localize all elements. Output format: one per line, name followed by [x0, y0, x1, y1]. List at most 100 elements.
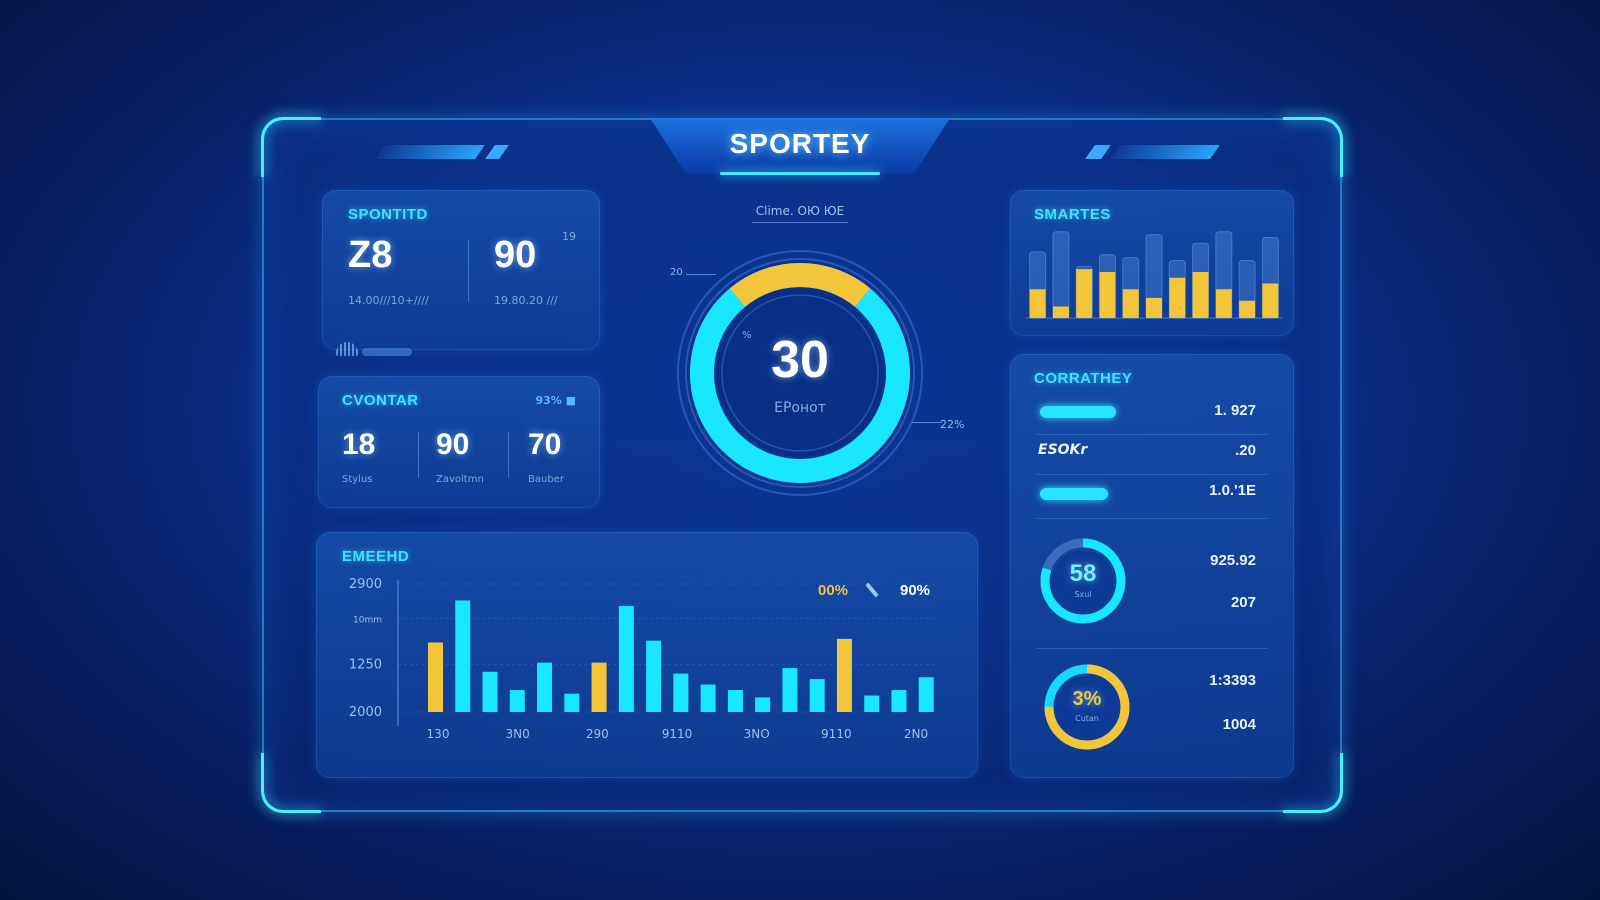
- stats-right-caption: 19.80.20 ///: [494, 294, 558, 307]
- x-tick-label: 9110: [821, 727, 852, 741]
- bar: [537, 662, 553, 712]
- legend-right: 90%: [900, 582, 931, 599]
- bar: [700, 684, 716, 712]
- bar: [646, 640, 662, 712]
- gauge-left-tag: 20: [670, 267, 683, 278]
- spark-bar: [1239, 300, 1256, 318]
- company-row-bar: [1040, 406, 1116, 418]
- company-panel-title: CORRATHEY: [1034, 370, 1133, 387]
- ring-core: [1056, 676, 1118, 738]
- bar: [891, 690, 907, 712]
- overview-panel[interactable]: CVONTAR 93% ■ 18 Stylus 90 Zavoltmn 70 B…: [318, 376, 600, 508]
- y-tick-label: 2900: [349, 577, 382, 592]
- bar: [509, 690, 525, 712]
- divider: [508, 432, 509, 478]
- bar: [864, 695, 880, 712]
- ring1-value: 58: [1069, 560, 1097, 587]
- spark-bar: [1099, 272, 1116, 318]
- overview-panel-title: CVONTAR: [342, 392, 419, 409]
- ring2-caption: Cutan: [1075, 714, 1099, 723]
- sparks-panel[interactable]: SMARTES: [1010, 190, 1294, 336]
- gauge-right-line: [912, 422, 942, 423]
- bar: [564, 693, 580, 712]
- x-tick-label: 130: [427, 727, 450, 741]
- ring1-stat-bottom: 207: [1230, 594, 1256, 611]
- bar: [755, 697, 771, 712]
- gauge-header: Clime. ОЮ ЮЕ: [755, 204, 845, 218]
- title-tab: [650, 118, 950, 174]
- bar: [618, 605, 634, 712]
- ring2-stat-bottom: 1004: [1222, 716, 1256, 733]
- x-tick-label: 2N0: [904, 727, 928, 741]
- gauge-yellow-arc: [729, 263, 871, 307]
- company-panel[interactable]: CORRATHEY 1. 927 ESOKr .20 1.0.'1E 58 Sx…: [1010, 354, 1294, 778]
- overview-value-3: 70: [528, 428, 562, 461]
- stats-panel-title: SPONTITD: [348, 206, 428, 223]
- sparks-chart: [1026, 231, 1282, 319]
- overview-label-2: Zavoltmn: [436, 474, 484, 485]
- company-row-label: ESOKr: [1038, 442, 1088, 458]
- divider: [468, 240, 469, 302]
- y-tick-label: 1250: [349, 658, 382, 673]
- ring-core: [1052, 550, 1114, 612]
- gauge-caption: ЕРонот: [774, 400, 826, 416]
- overview-label-3: Bauber: [528, 474, 564, 485]
- gauge-value: 30: [771, 331, 829, 389]
- frame-corner: [261, 117, 321, 177]
- divider: [1036, 518, 1268, 519]
- main-chart-panel[interactable]: EMEEHD 00% 90% 2900 10mm 1250 2000 130 3N0 290…: [316, 532, 978, 778]
- app-title: SPORTEY: [729, 128, 871, 159]
- spark-bar: [1052, 306, 1069, 318]
- stats-indicator-bar: [362, 348, 412, 356]
- bar: [782, 668, 798, 712]
- divider: [1036, 474, 1268, 475]
- gauge-inner-tag: %: [742, 330, 752, 341]
- main-bar-chart: 2900 10mm 1250 2000 130 3N0 290 9110 3NO 9110 2N0: [349, 577, 936, 741]
- divider: [1036, 648, 1268, 649]
- x-tick-label: 3NO: [744, 727, 770, 741]
- title-underline: [720, 172, 880, 175]
- ring-fill: [1044, 664, 1130, 750]
- gauge-right-tag: 22%: [940, 418, 965, 431]
- main-chart-title: EMEEHD: [342, 548, 410, 565]
- frame-corner: [261, 753, 321, 813]
- spark-bar: [1076, 269, 1093, 318]
- spark-bar: [1146, 297, 1162, 318]
- x-tick-label: 3N0: [506, 727, 530, 741]
- frame-corner: [1283, 753, 1343, 813]
- sparks-panel-title: SMARTES: [1034, 206, 1111, 223]
- bar: [455, 600, 471, 712]
- gauge-ring: [677, 250, 923, 496]
- divider: [418, 432, 419, 478]
- ring-gauge-1: [1040, 538, 1126, 624]
- bar-highlight: [428, 642, 443, 712]
- y-tick-label: 2000: [349, 705, 382, 720]
- bar-highlight: [591, 662, 607, 712]
- spark-bar: [1122, 289, 1139, 318]
- ring-gauge-2: [1044, 664, 1130, 750]
- gauge-header-line: [752, 222, 848, 223]
- stats-indicator-icon: [336, 342, 358, 356]
- spark-bar: [1192, 272, 1209, 318]
- bar: [918, 677, 934, 712]
- spark-bar: [1215, 289, 1232, 318]
- stats-right-value: 90: [494, 234, 537, 276]
- ring2-stat-top: 1:3393: [1209, 672, 1256, 689]
- spark-bar: [1169, 277, 1186, 318]
- deco-stripe: [1110, 145, 1220, 159]
- stats-left-caption: 14.00///10+////: [348, 294, 429, 307]
- frame-corner: [1283, 117, 1343, 177]
- bar: [673, 673, 689, 712]
- gauge-left-line: [686, 274, 716, 275]
- divider: [1036, 434, 1268, 435]
- stats-panel[interactable]: SPONTITD 19 Z8 14.00///10+//// 90 19.80.…: [322, 190, 600, 350]
- y-tick-label: 10mm: [353, 616, 382, 626]
- overview-label-1: Stylus: [342, 474, 373, 485]
- spark-bar: [1029, 289, 1046, 318]
- x-tick-label: 290: [586, 727, 609, 741]
- deco-stripe: [375, 145, 485, 159]
- overview-value-2: 90: [436, 428, 470, 461]
- company-row-value: 1. 927: [1214, 402, 1256, 419]
- company-row-bar: [1040, 488, 1108, 500]
- company-row-value: .20: [1235, 442, 1256, 459]
